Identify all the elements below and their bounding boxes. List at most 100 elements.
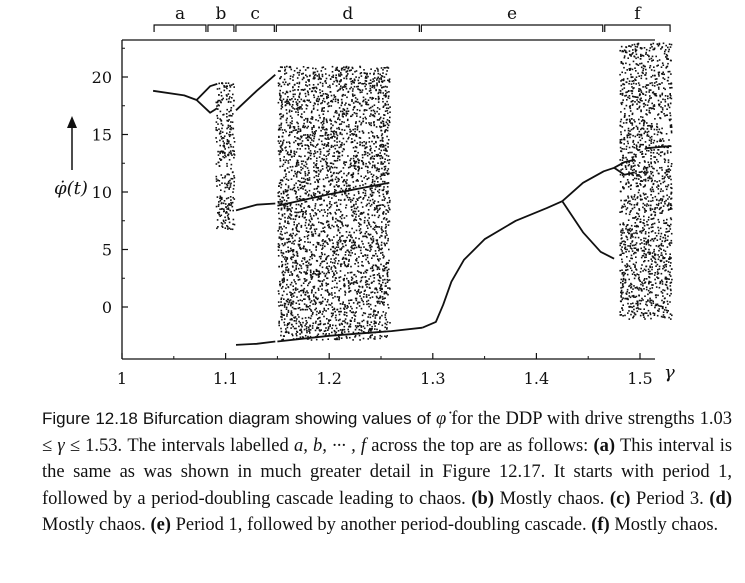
scatter-point: [335, 253, 337, 256]
scatter-point: [296, 224, 298, 226]
scatter-point: [638, 279, 641, 281]
scatter-point: [372, 201, 375, 204]
scatter-point: [658, 229, 660, 232]
scatter-point: [349, 184, 351, 187]
scatter-point: [291, 306, 294, 309]
scatter-point: [359, 82, 361, 84]
scatter-point: [651, 238, 654, 240]
scatter-point: [354, 328, 357, 331]
scatter-point: [297, 130, 300, 133]
scatter-point: [366, 154, 369, 157]
scatter-point: [315, 99, 318, 102]
scatter-point: [367, 260, 369, 263]
scatter-point: [316, 100, 318, 102]
scatter-point: [377, 68, 379, 71]
scatter-point: [283, 280, 285, 283]
scatter-point: [649, 125, 652, 127]
scatter-point: [664, 100, 667, 103]
scatter-point: [327, 134, 330, 136]
interval-label: e: [507, 4, 517, 24]
scatter-point: [309, 213, 311, 215]
scatter-point: [367, 152, 369, 154]
scatter-point: [228, 110, 230, 113]
scatter-point: [227, 216, 230, 219]
scatter-point: [284, 220, 286, 222]
scatter-point: [314, 73, 317, 76]
scatter-point: [297, 211, 300, 214]
scatter-point: [380, 67, 383, 69]
scatter-point: [298, 71, 301, 74]
scatter-point: [333, 202, 336, 204]
scatter-point: [389, 322, 391, 324]
scatter-point: [660, 202, 662, 204]
scatter-point: [385, 223, 387, 226]
scatter-point: [643, 252, 645, 255]
scatter-point: [309, 183, 312, 185]
scatter-point: [335, 150, 338, 153]
scatter-point: [334, 160, 337, 162]
scatter-point: [360, 122, 363, 124]
scatter-point: [375, 231, 377, 233]
scatter-point: [300, 136, 303, 139]
scatter-point: [360, 212, 362, 214]
scatter-point: [285, 194, 288, 197]
scatter-point: [287, 311, 290, 313]
scatter-point: [321, 66, 324, 69]
scatter-point: [305, 200, 308, 203]
scatter-point: [666, 239, 669, 241]
scatter-point: [314, 181, 316, 183]
scatter-point: [338, 280, 341, 282]
scatter-point: [319, 257, 322, 260]
scatter-point: [321, 296, 324, 299]
scatter-point: [380, 335, 383, 338]
scatter-point: [668, 177, 670, 179]
scatter-point: [305, 323, 307, 325]
scatter-point: [227, 154, 229, 156]
scatter-point: [291, 117, 293, 119]
scatter-point: [341, 303, 344, 305]
scatter-point: [281, 103, 283, 106]
scatter-point: [638, 122, 641, 125]
scatter-point: [302, 76, 305, 79]
scatter-point: [295, 282, 297, 285]
scatter-point: [281, 238, 284, 240]
scatter-point: [307, 99, 310, 102]
scatter-point: [377, 300, 379, 303]
scatter-point: [225, 98, 228, 101]
scatter-point: [330, 130, 333, 133]
scatter-point: [287, 179, 290, 181]
scatter-point: [313, 287, 315, 289]
scatter-point: [315, 245, 318, 248]
scatter-point: [324, 253, 326, 256]
scatter-point: [299, 128, 302, 131]
scatter-point: [330, 258, 332, 260]
scatter-point: [373, 209, 376, 211]
scatter-point: [362, 319, 365, 322]
scatter-point: [299, 211, 301, 213]
scatter-point: [358, 88, 361, 91]
scatter-point: [383, 297, 385, 300]
scatter-point: [285, 121, 288, 124]
scatter-point: [669, 244, 671, 247]
scatter-point: [626, 273, 629, 276]
scatter-point: [341, 101, 343, 104]
scatter-point: [292, 293, 294, 295]
scatter-point: [319, 89, 321, 91]
scatter-point: [356, 85, 358, 88]
scatter-point: [315, 87, 318, 90]
scatter-point: [281, 263, 284, 266]
scatter-point: [284, 242, 286, 244]
scatter-point: [311, 110, 313, 113]
scatter-point: [366, 170, 369, 172]
scatter-point: [660, 242, 663, 245]
scatter-point: [295, 327, 297, 330]
scatter-point: [628, 68, 631, 70]
scatter-point: [225, 155, 227, 158]
scatter-point: [620, 131, 622, 133]
scatter-point: [314, 170, 317, 173]
scatter-point: [373, 202, 375, 205]
scatter-point: [295, 176, 298, 178]
scatter-point: [641, 281, 643, 284]
scatter-point: [352, 108, 354, 111]
scatter-point: [282, 159, 285, 161]
